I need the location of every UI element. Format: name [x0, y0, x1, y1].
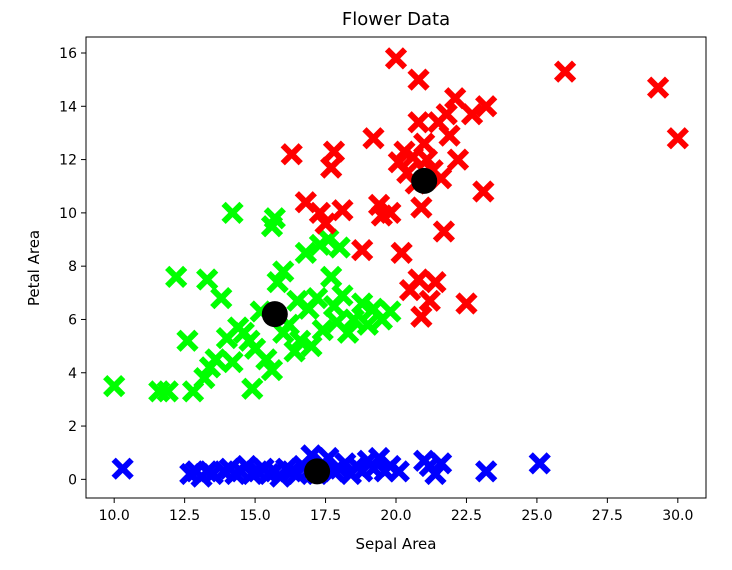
y-axis-ticks: 0 2 4 6 8 10 12 14 16: [59, 46, 86, 488]
data-point-marker: [407, 111, 430, 134]
data-point-marker: [390, 241, 413, 264]
data-point-marker: [263, 207, 286, 230]
data-point-marker: [351, 239, 374, 262]
data-point-marker: [384, 47, 408, 70]
data-point-marker: [342, 308, 365, 331]
data-point-marker: [379, 300, 402, 323]
data-point-marker: [331, 199, 354, 222]
data-point-marker: [528, 452, 551, 475]
data-point-marker: [410, 196, 433, 219]
data-point-marker: [322, 140, 346, 163]
data-point-marker: [103, 374, 126, 398]
y-tick-label: 10: [59, 206, 77, 222]
data-point-marker: [553, 60, 577, 83]
data-point-marker: [413, 132, 436, 155]
y-tick-label: 14: [59, 99, 77, 115]
data-point-marker: [424, 462, 447, 486]
x-tick-label: 12.5: [169, 508, 200, 524]
data-point-marker: [438, 124, 461, 147]
y-tick-label: 0: [68, 472, 77, 488]
data-point-marker: [356, 313, 379, 336]
data-point-marker: [446, 148, 470, 171]
data-point-marker: [455, 292, 478, 315]
data-point-marker: [362, 127, 385, 150]
data-point-marker: [241, 377, 264, 400]
data-point-marker: [320, 156, 343, 179]
data-point-marker: [255, 348, 278, 371]
x-tick-label: 15.0: [240, 508, 271, 524]
data-point-marker: [336, 321, 360, 344]
data-point-marker: [424, 271, 447, 294]
data-point-marker: [646, 76, 670, 99]
data-point-marker: [435, 103, 458, 126]
data-point-marker: [204, 348, 227, 371]
data-point-marker: [210, 287, 233, 310]
x-tick-label: 30.0: [662, 508, 693, 524]
chart-title: Flower Data: [342, 9, 450, 30]
data-point-marker: [305, 287, 329, 310]
y-tick-label: 4: [68, 366, 77, 382]
data-point-marker: [272, 260, 295, 283]
data-point-marker: [193, 366, 216, 390]
x-tick-label: 27.5: [592, 508, 623, 524]
data-point-marker: [300, 334, 323, 358]
data-point-marker: [331, 284, 354, 307]
data-point-marker: [475, 460, 498, 483]
data-point-marker: [260, 358, 284, 382]
data-point-marker: [311, 318, 334, 342]
data-point-marker: [407, 268, 430, 291]
y-axis-label: Petal Area: [25, 230, 43, 306]
data-point-marker: [280, 143, 303, 166]
data-point-marker: [221, 350, 244, 374]
data-point-marker: [283, 340, 306, 363]
data-point-marker: [328, 236, 351, 259]
data-point-marker: [472, 180, 495, 203]
data-point-marker: [111, 457, 134, 480]
y-tick-label: 12: [59, 153, 77, 169]
data-point-marker: [196, 268, 219, 291]
data-point-marker: [460, 103, 484, 126]
x-tick-label: 17.5: [310, 508, 341, 524]
data-point-marker: [387, 460, 410, 483]
centroid-marker: [261, 301, 288, 328]
data-point-marker: [289, 329, 312, 352]
centroid-marker: [304, 458, 331, 485]
data-point-marker: [294, 241, 317, 264]
x-tick-label: 25.0: [521, 508, 552, 524]
x-tick-label: 10.0: [99, 508, 130, 524]
data-point-marker: [308, 201, 332, 224]
data-point-marker: [475, 95, 498, 118]
x-axis-label: Sepal Area: [356, 535, 437, 553]
x-tick-label: 22.5: [451, 508, 482, 524]
y-tick-label: 6: [68, 312, 77, 328]
data-point-marker: [444, 87, 467, 110]
data-point-marker: [320, 265, 343, 288]
data-point-marker: [666, 127, 689, 150]
y-tick-label: 8: [68, 259, 77, 275]
data-point-marker: [407, 68, 430, 91]
data-point-marker: [266, 271, 289, 294]
y-tick-label: 2: [68, 419, 77, 435]
data-point-marker: [429, 452, 453, 475]
y-tick-label: 16: [59, 46, 77, 62]
data-point-marker: [418, 289, 441, 312]
data-point-marker: [156, 380, 179, 403]
data-point-marker: [221, 201, 244, 224]
data-point-marker: [314, 212, 337, 235]
data-point-marker: [165, 265, 188, 288]
data-point-marker: [379, 201, 402, 224]
plot-marks: [103, 47, 689, 488]
x-axis-ticks: 10.0 12.5 15.0 17.5 20.0 22.5 25.0 27.5 30.0: [99, 498, 693, 524]
data-point-marker: [410, 305, 433, 328]
data-point-marker: [415, 148, 439, 171]
x-tick-label: 20.0: [380, 508, 411, 524]
data-point-marker: [432, 220, 456, 243]
data-point-marker: [351, 292, 374, 315]
centroid-marker: [411, 167, 438, 194]
data-point-marker: [176, 329, 199, 352]
